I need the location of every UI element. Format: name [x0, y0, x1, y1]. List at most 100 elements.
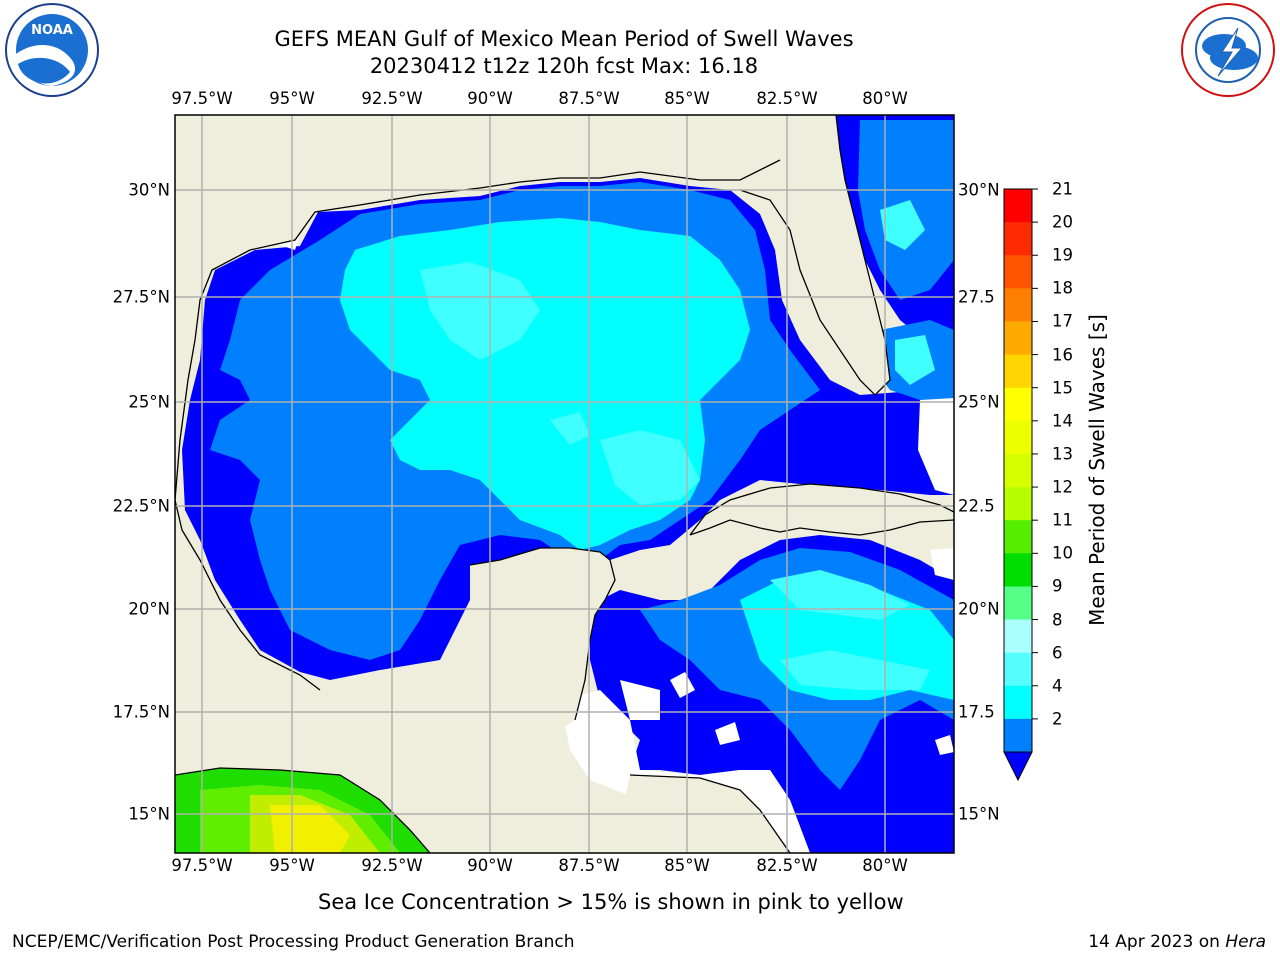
lon-tick-top: 85°W [664, 89, 710, 108]
colorbar-segment [1004, 520, 1032, 554]
coastline [175, 767, 431, 853]
lon-tick-bottom: 82.5°W [756, 856, 818, 875]
coastline [739, 149, 891, 396]
colorbar-extend-arrow [1003, 751, 1033, 782]
colorbar-segment [1004, 255, 1032, 289]
lat-tick-right: 15°N [958, 804, 1000, 824]
lat-tick-right: 17.5 [958, 702, 995, 722]
lon-tick-top: 87.5°W [558, 89, 620, 108]
gulf-swell-8-10s [550, 412, 590, 445]
colorbar-tick-label: 4 [1052, 676, 1063, 696]
lat-tick-right: 30°N [958, 180, 1000, 200]
lat-tick-left: 15°N [128, 804, 170, 824]
no-data-area [935, 735, 954, 755]
lon-tick-bottom: 80°W [862, 856, 908, 875]
no-data-area [670, 672, 695, 698]
map-gridlines [175, 115, 954, 853]
chart-subtitle: 20230412 t12z 120h fcst Max: 16.18 [369, 54, 759, 78]
lon-tick-bottom: 85°W [664, 856, 710, 875]
colorbar-segment [1004, 189, 1032, 223]
lat-tick-left: 22.5°N [112, 496, 170, 516]
noaa-logo-text: NOAA [31, 23, 73, 38]
colorbar-segment [1004, 453, 1032, 488]
colorbar-segment [1004, 487, 1032, 521]
colorbar-tick-label: 12 [1052, 477, 1073, 497]
colorbar-tick-label: 19 [1052, 245, 1073, 265]
colorbar-tick-label: 9 [1052, 576, 1063, 596]
cuba [690, 484, 954, 535]
lat-tick-right: 20°N [958, 599, 1000, 619]
caribbean-swell-8-10s [770, 570, 910, 620]
colorbar-label: Mean Period of Swell Waves [s] [1085, 314, 1109, 626]
no-data-area [918, 398, 954, 495]
footer-date-text: 14 Apr 2023 on [1088, 932, 1220, 952]
lat-tick-right: 22.5 [958, 496, 995, 516]
colorbar-frame [1003, 188, 1033, 753]
colorbar-segment [1004, 619, 1032, 654]
lon-tick-top: 80°W [862, 89, 908, 108]
colorbar-tick-label: 18 [1052, 278, 1073, 298]
colorbar-segment [1004, 387, 1032, 422]
caribbean-swell-8-10s [780, 650, 930, 690]
colorbar-segment [1004, 586, 1032, 621]
colorbar-segment [1004, 652, 1032, 687]
gulf-swell-8-10s [600, 430, 700, 505]
colorbar-segment [1004, 553, 1032, 587]
colorbar-tick-label: 13 [1052, 444, 1073, 464]
western-coast [175, 500, 320, 800]
lon-tick-bottom: 92.5°W [361, 856, 423, 875]
lat-tick-right: 27.5 [958, 287, 995, 307]
bahamas-swell-8-10s [895, 335, 935, 385]
colorbar-segment [1004, 321, 1032, 356]
colorbar-segment [1004, 288, 1032, 322]
ice-region [270, 805, 350, 853]
lon-tick-top: 97.5°W [171, 89, 233, 108]
coastline [689, 483, 954, 536]
colorbar-tick-label: 14 [1052, 411, 1073, 431]
colorbar-tick-label: 21 [1052, 179, 1073, 199]
lat-tick-right: 25°N [958, 392, 1000, 412]
coastline [175, 115, 841, 691]
lon-tick-bottom: 95°W [269, 856, 315, 875]
colorbar-tick-label: 17 [1052, 311, 1073, 331]
lon-tick-bottom: 90°W [467, 856, 513, 875]
lat-tick-left: 27.5°N [112, 287, 170, 307]
chart-title: GEFS MEAN Gulf of Mexico Mean Period of … [274, 27, 854, 51]
ice-note: Sea Ice Concentration > 15% is shown in … [318, 890, 904, 914]
lat-tick-left: 30°N [128, 180, 170, 200]
colorbar-segment [1004, 420, 1032, 455]
colorbar-tick-label: 16 [1052, 345, 1073, 365]
colorbar-segment [1004, 718, 1032, 753]
lat-tick-left: 20°N [128, 599, 170, 619]
atlantic-swell-8-10s [880, 200, 925, 250]
footer-host: Hera [1225, 932, 1266, 952]
coastline [629, 774, 791, 853]
lon-tick-top: 95°W [269, 89, 315, 108]
gulf-swell-8-10s [420, 262, 540, 360]
lon-tick-bottom: 87.5°W [558, 856, 620, 875]
lon-tick-top: 92.5°W [361, 89, 423, 108]
footer-credit: NCEP/EMC/Verification Post Processing Pr… [12, 932, 575, 952]
no-data-area [620, 680, 660, 720]
colorbar-tick-label: 15 [1052, 378, 1073, 398]
colorbar-segment [1004, 354, 1032, 389]
lat-tick-left: 17.5°N [112, 702, 170, 722]
colorbar-tick-label: 11 [1052, 510, 1073, 530]
northern-coast [175, 115, 840, 500]
map-frame [174, 114, 955, 854]
colorbar [1003, 188, 1038, 782]
lon-tick-top: 82.5°W [756, 89, 818, 108]
lon-tick-top: 90°W [467, 89, 513, 108]
colorbar-tick-label: 10 [1052, 543, 1073, 563]
colorbar-segment [1004, 222, 1032, 256]
colorbar-tick-label: 2 [1052, 709, 1063, 729]
colorbar-tick-label: 6 [1052, 643, 1063, 663]
colorbar-tick-label: 20 [1052, 212, 1073, 232]
florida [740, 115, 890, 395]
footer-date: 14 Apr 2023 on Hera [1088, 932, 1266, 952]
no-data-area [715, 722, 740, 745]
colorbar-tick-label: 8 [1052, 610, 1063, 630]
yucatan-peninsula [300, 548, 615, 853]
lon-tick-bottom: 97.5°W [171, 856, 233, 875]
